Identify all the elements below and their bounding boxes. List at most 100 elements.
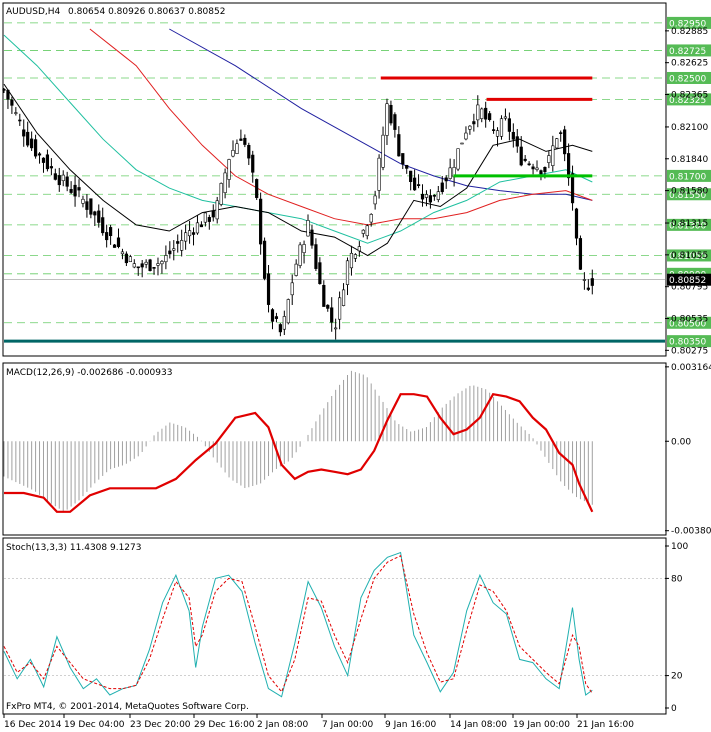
macd-title: MACD(12,26,9) -0.002686 -0.000933	[6, 368, 172, 378]
candle-body	[491, 129, 496, 131]
level-label: 0.82500	[669, 74, 706, 84]
candle-body	[353, 254, 357, 259]
candle-body	[93, 211, 97, 216]
candle-body	[33, 139, 38, 157]
candle-body	[334, 327, 338, 330]
level-label: 0.81300	[669, 221, 706, 231]
candle-body	[559, 132, 563, 134]
ma-cyan	[3, 34, 593, 244]
candle-body	[81, 198, 85, 204]
candle-body	[361, 229, 365, 234]
candle-body	[302, 244, 306, 253]
candle-body	[239, 138, 243, 141]
ma-blue	[169, 28, 593, 201]
level-tag	[667, 44, 711, 57]
candle-body	[511, 131, 515, 140]
candle-body	[172, 248, 176, 251]
macd-signal	[4, 392, 594, 513]
candle-body	[563, 129, 567, 155]
candle-body	[424, 194, 429, 198]
candle-body	[567, 153, 571, 179]
candle-body	[191, 232, 196, 235]
level-tag	[667, 188, 711, 201]
level-label: 0.82325	[669, 96, 706, 106]
candle-body	[531, 166, 535, 170]
candle-body	[176, 241, 180, 244]
macd-histogram	[3, 370, 593, 512]
candle-body	[227, 159, 231, 180]
level-tag	[667, 16, 711, 29]
candle-body	[14, 112, 18, 114]
candle-body	[262, 240, 267, 279]
candle-body	[140, 263, 144, 268]
candle-body	[341, 289, 346, 306]
candle-body	[460, 142, 464, 145]
candle-body	[472, 121, 476, 125]
level-label: 0.81550	[669, 191, 706, 201]
candle-body	[519, 146, 523, 166]
level-tag	[667, 71, 711, 84]
candle-body	[85, 201, 89, 210]
candle-body	[381, 134, 385, 168]
candle-body	[428, 195, 433, 203]
price-tick-label: 0.80795	[671, 283, 708, 293]
candle-body	[247, 145, 251, 159]
candle-body	[223, 172, 227, 194]
candles	[2, 88, 594, 340]
price-tick-label: 0.81315	[671, 219, 708, 229]
candle-body	[357, 246, 361, 252]
time-tick-label: 2 Jan 08:00	[257, 720, 309, 730]
time-tick-label: 7 Jan 00:00	[322, 720, 374, 730]
candle-body	[543, 167, 547, 173]
stoch-axis: 100 80 20 0	[665, 542, 688, 714]
candle-body	[195, 222, 200, 234]
candle-body	[112, 244, 117, 248]
candle-body	[109, 227, 113, 237]
level-tag	[667, 249, 711, 262]
price-tick-label: 0.82365	[671, 91, 708, 101]
candle-body	[270, 309, 275, 322]
main-pane	[2, 2, 667, 357]
macd-axis: 0.003164 0.00 -0.003802	[665, 363, 711, 537]
candle-body	[369, 214, 373, 223]
candle-body	[144, 261, 148, 265]
price-tick-label: 0.82100	[671, 123, 708, 133]
main-title: AUDUSD,H4	[6, 7, 61, 17]
stoch-tick-label: 100	[671, 542, 688, 552]
candle-body	[199, 224, 204, 228]
candle-body	[259, 198, 263, 245]
current-price-tag	[667, 273, 711, 286]
candle-body	[53, 173, 57, 180]
candle-body	[590, 278, 594, 286]
macd-tick-label: 0.003164	[671, 363, 711, 373]
candle-body	[251, 154, 255, 173]
stoch-lines	[3, 551, 593, 698]
candle-body	[523, 158, 527, 161]
time-tick-label: 21 Jan 16:00	[577, 720, 634, 730]
candle-body	[574, 208, 579, 239]
candle-body	[77, 187, 81, 191]
candle-body	[330, 307, 334, 323]
candle-body	[373, 195, 377, 205]
level-label: 0.81700	[669, 172, 706, 182]
candle-body	[495, 130, 500, 137]
candle-body	[45, 154, 50, 170]
candle-body	[314, 244, 318, 269]
candle-body	[401, 153, 405, 165]
candle-body	[468, 125, 472, 130]
candle-body	[180, 240, 184, 251]
moving-averages	[3, 28, 593, 257]
candle-body	[570, 173, 575, 204]
candle-body	[2, 89, 6, 91]
candle-body	[389, 104, 393, 124]
candle-body	[132, 263, 136, 268]
candle-body	[168, 250, 172, 255]
candle-body	[61, 174, 65, 182]
level-tag	[667, 169, 711, 182]
price-tick-label: 0.81055	[671, 251, 708, 261]
candle-body	[405, 164, 409, 169]
ma-red	[89, 28, 593, 226]
candle-body	[243, 137, 247, 145]
candle-body	[484, 107, 488, 120]
candle-body	[413, 177, 417, 191]
